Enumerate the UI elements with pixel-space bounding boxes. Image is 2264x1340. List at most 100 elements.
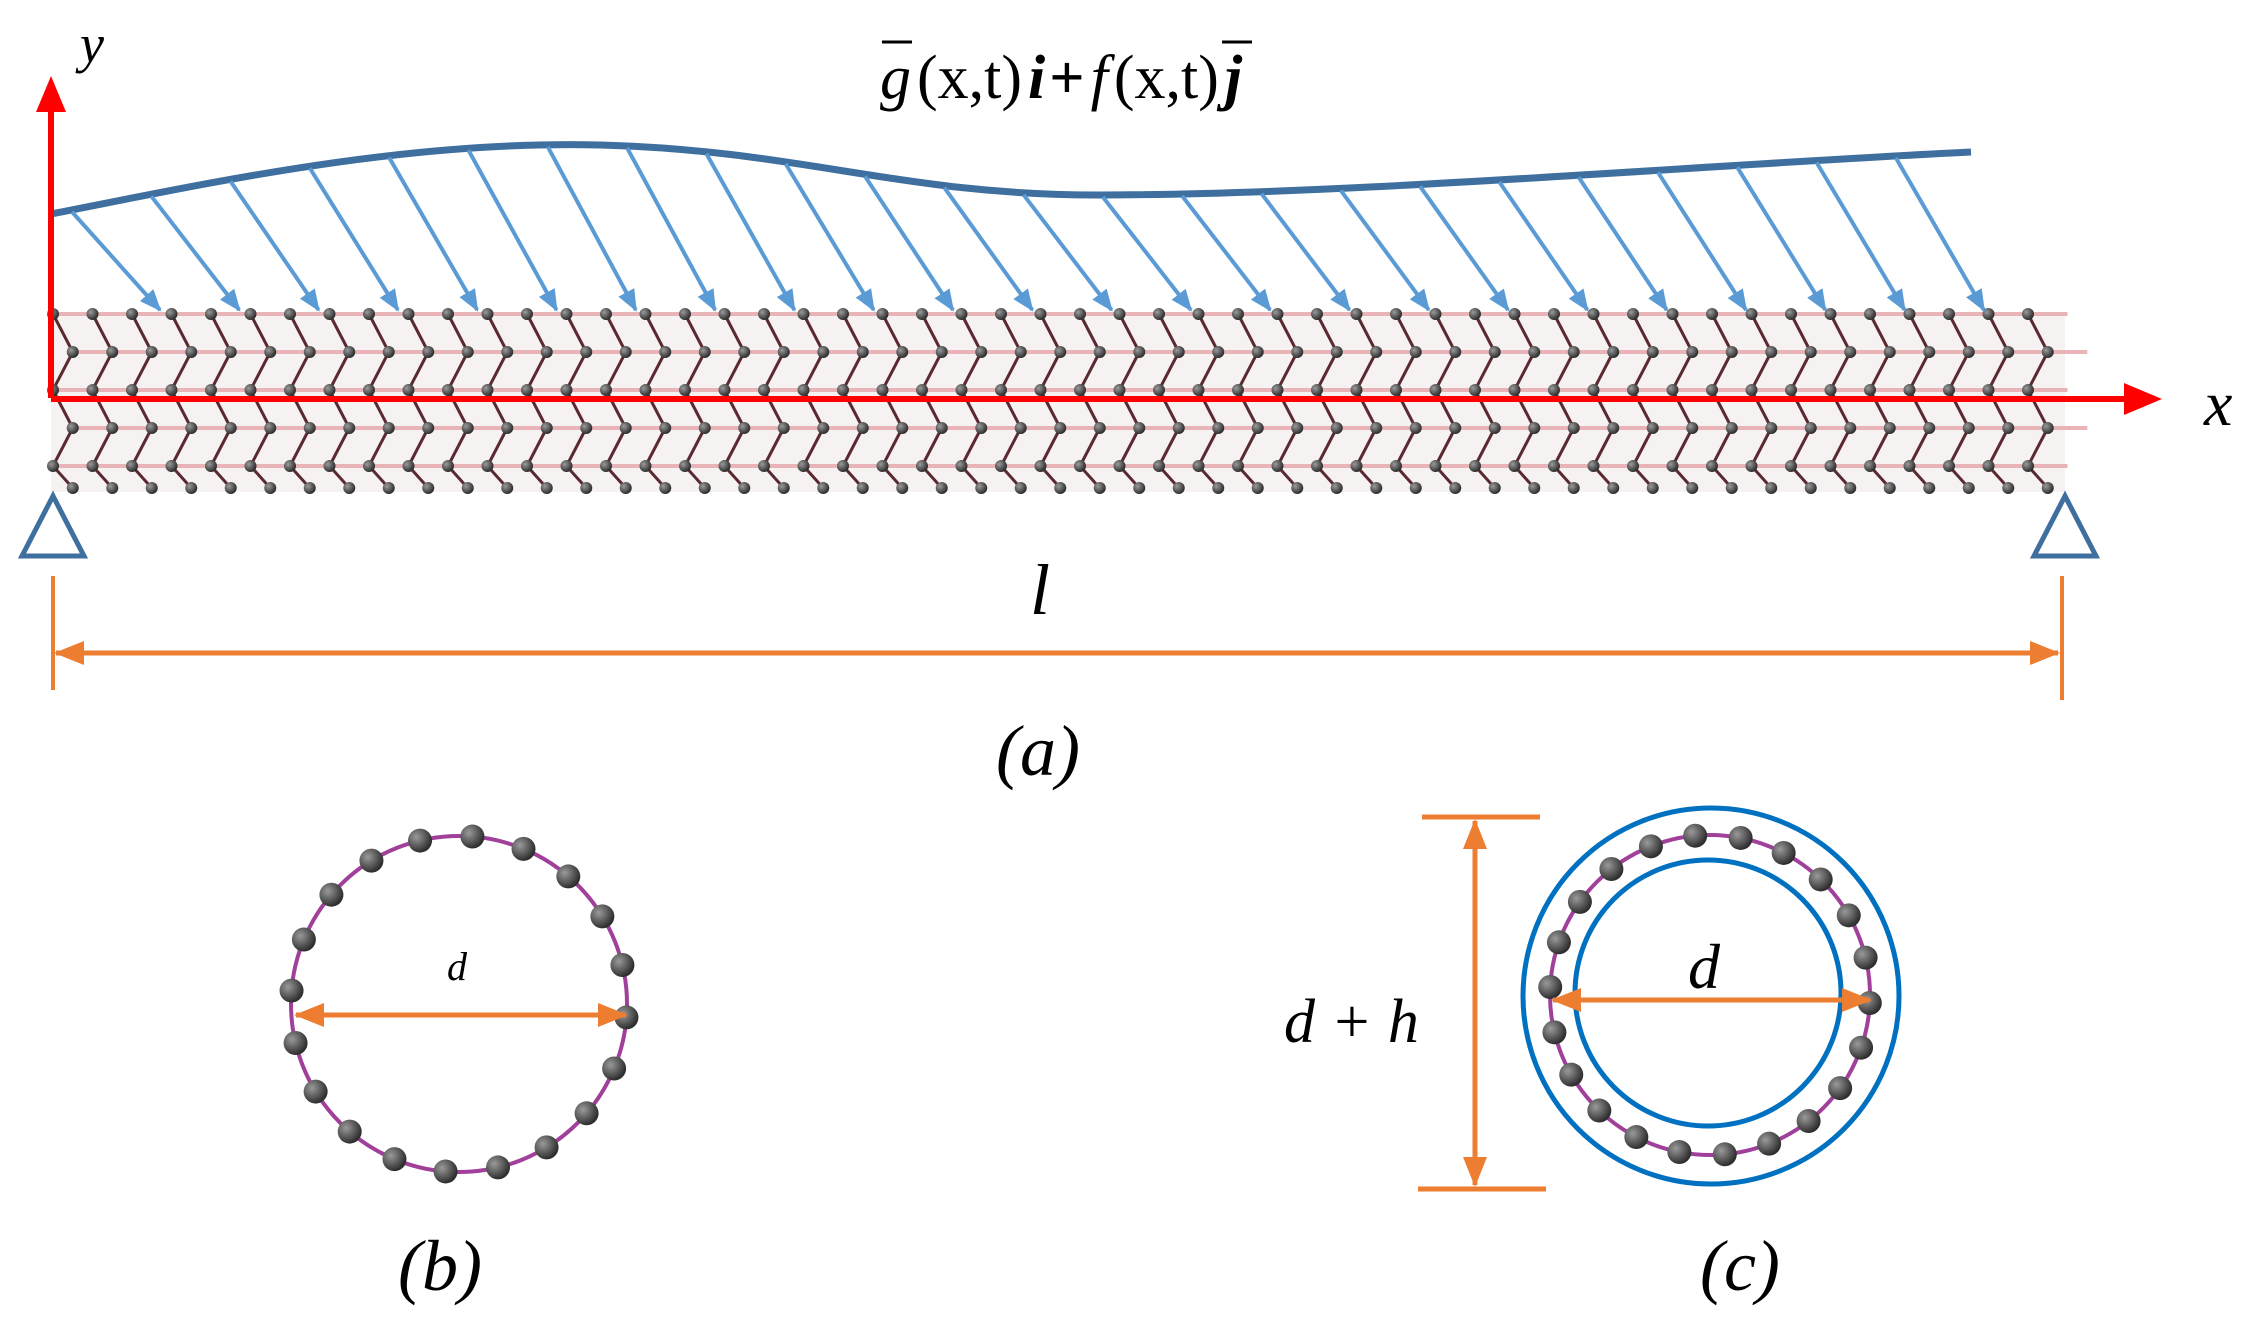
atom: [1962, 422, 1975, 434]
bond: [960, 427, 983, 467]
atom: [679, 384, 691, 396]
atom: [363, 308, 375, 320]
atom: [1192, 384, 1205, 396]
atom: [995, 308, 1007, 320]
bond: [1276, 313, 1299, 353]
atom: [1548, 460, 1560, 472]
atom: [659, 346, 672, 358]
atom: [264, 422, 277, 434]
atom: [1153, 384, 1165, 396]
atom: [1864, 308, 1876, 320]
atom: [1567, 346, 1580, 358]
atom: [698, 422, 711, 434]
atom: [896, 346, 909, 358]
bond: [249, 313, 272, 353]
bond: [1434, 427, 1457, 467]
atom: [1683, 823, 1708, 848]
atom: [1666, 308, 1679, 320]
atom: [1765, 422, 1778, 434]
bond: [920, 313, 944, 353]
atom: [2022, 308, 2034, 320]
bond: [328, 427, 351, 467]
atom: [224, 346, 237, 358]
atom: [1390, 384, 1402, 396]
atom: [1785, 308, 1797, 320]
bond: [1552, 313, 1576, 353]
atom: [1409, 346, 1422, 358]
bond: [920, 351, 944, 391]
diameter-label-b: d: [447, 944, 468, 989]
atom: [106, 422, 119, 434]
atom: [66, 482, 79, 494]
atom: [1785, 460, 1797, 472]
atom: [1883, 422, 1896, 434]
atom: [1771, 840, 1796, 865]
atom: [1508, 308, 1521, 320]
atom: [1903, 384, 1916, 396]
atom: [639, 460, 652, 472]
atom: [1271, 384, 1284, 396]
atom: [1796, 1109, 1821, 1134]
atom: [1804, 422, 1817, 434]
bond: [1157, 351, 1181, 391]
atom: [1646, 422, 1659, 434]
atom: [1469, 384, 1481, 396]
atom: [600, 384, 612, 396]
atom: [1725, 346, 1738, 358]
load-label: g(x,t)i+f(x,t)j: [880, 40, 1252, 112]
bond: [328, 313, 351, 353]
atom: [1034, 384, 1047, 396]
atom: [2041, 422, 2054, 434]
atom: [1567, 422, 1580, 434]
bond: [1868, 313, 1892, 353]
atoms-ring-c: [1538, 823, 1882, 1167]
atom: [343, 346, 356, 358]
bond: [367, 351, 391, 391]
atom: [422, 422, 435, 434]
bond: [1276, 427, 1299, 467]
bond: [841, 351, 865, 391]
load-arrow: [942, 186, 1034, 312]
bond: [1078, 351, 1102, 391]
atom: [1712, 1142, 1737, 1167]
load-arrow: [1735, 166, 1828, 312]
atom: [698, 346, 711, 358]
atom: [639, 384, 652, 396]
load-arrow: [863, 175, 955, 312]
atom: [1728, 825, 1753, 850]
atom: [1508, 384, 1521, 396]
atom: [1014, 422, 1027, 434]
bond: [1197, 351, 1220, 391]
bond: [1592, 427, 1615, 467]
y-axis-label: y: [75, 14, 104, 74]
atom: [540, 346, 553, 358]
bond: [1868, 351, 1892, 391]
atom: [1291, 422, 1304, 434]
atom: [402, 384, 415, 396]
bond: [1394, 313, 1418, 353]
atom: [1725, 482, 1738, 494]
load-arrow: [704, 152, 797, 312]
bond: [762, 427, 786, 467]
atom: [758, 460, 770, 472]
atom: [560, 384, 573, 396]
atom: [1528, 422, 1541, 434]
atom: [382, 1147, 407, 1172]
atom: [1538, 975, 1563, 1000]
bond: [920, 427, 944, 467]
bond: [1592, 313, 1615, 353]
atom: [422, 346, 435, 358]
atom: [1350, 308, 1363, 320]
atom: [1330, 346, 1343, 358]
atom: [1599, 856, 1624, 881]
atom: [1844, 482, 1857, 494]
y-axis-arrowhead-icon: [36, 76, 66, 112]
atom: [1113, 384, 1126, 396]
bond: [170, 313, 193, 353]
bond: [1750, 313, 1773, 353]
atom: [86, 460, 99, 472]
atom: [1370, 482, 1383, 494]
i-unit-vector: i: [1028, 44, 1045, 112]
bond: [1552, 351, 1576, 391]
atom: [1627, 308, 1639, 320]
